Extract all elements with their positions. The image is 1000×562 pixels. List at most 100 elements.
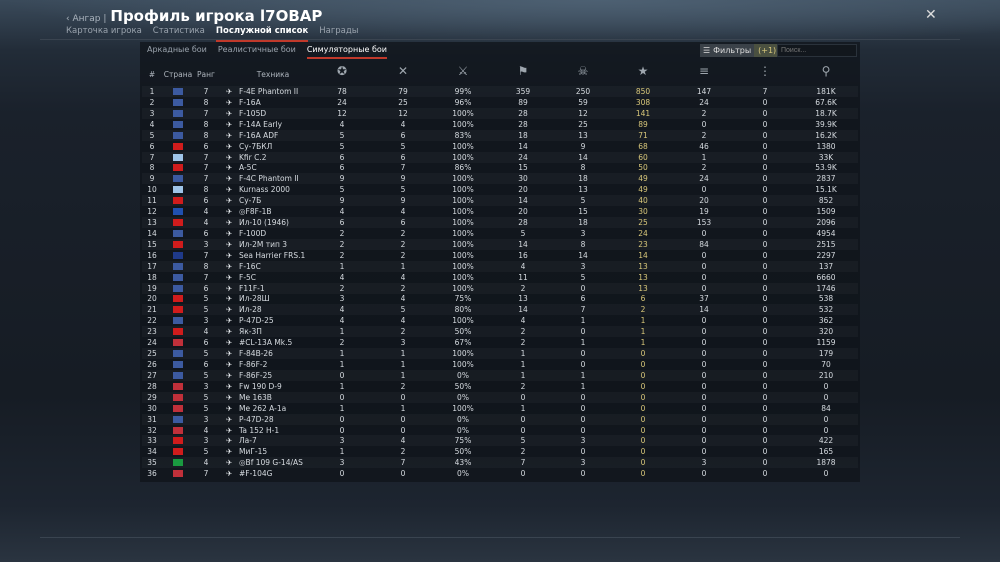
table-row[interactable]: 32 4 ✈ Ta 152 H-1 0 0 0% 0 0 0 0 0 0 xyxy=(142,425,858,436)
back-to-hangar-link[interactable]: ‹ Ангар | xyxy=(66,14,107,24)
table-row[interactable]: 29 5 ✈ Me 163B 0 0 0% 0 0 0 0 0 0 xyxy=(142,392,858,403)
table-row[interactable]: 18 7 ✈ F-5C 4 4 100% 11 5 13 0 0 6660 xyxy=(142,272,858,283)
stat-value: 2 xyxy=(400,239,406,249)
col-num[interactable]: # xyxy=(148,70,156,79)
table-row[interactable]: 36 7 ✈ #F-104G 0 0 0% 0 0 0 0 0 0 xyxy=(142,468,858,479)
stat-value: 0 xyxy=(640,349,646,359)
vehicle-name: Sea Harrier FRS.1 xyxy=(239,250,306,260)
aircraft-icon: ✈ xyxy=(226,87,233,96)
col-rank[interactable]: Ранг xyxy=(197,70,215,79)
table-row[interactable]: 13 4 ✈ Ил-10 (1946) 6 6 100% 28 18 25 153 0 2096 xyxy=(142,217,858,228)
rank: 8 xyxy=(203,119,209,129)
stat-value: 0 xyxy=(701,447,707,457)
stat-value: 0 xyxy=(580,425,586,435)
rank: 3 xyxy=(203,239,209,249)
table-row[interactable]: 14 6 ✈ F-100D 2 2 100% 5 3 24 0 0 4954 xyxy=(142,228,858,239)
table-row[interactable]: 17 8 ✈ F-16C 1 1 100% 4 3 13 0 0 137 xyxy=(142,261,858,272)
stat-value: 0 xyxy=(762,119,768,129)
stat-value: 2 xyxy=(520,338,526,348)
stat-value: 6660 xyxy=(816,272,836,282)
table-row[interactable]: 31 3 ✈ P-47D-28 0 0 0% 0 0 0 0 0 0 xyxy=(142,414,858,425)
table-row[interactable]: 2 8 ✈ F-16A 24 25 96% 89 59 308 24 0 67.6K xyxy=(142,97,858,108)
air-kills-stars-icon[interactable]: ★ xyxy=(637,64,649,78)
stat-value: 5 xyxy=(520,436,526,446)
table-row[interactable]: 10 8 ✈ Kurnass 2000 5 5 100% 20 13 49 0 0 15.1K xyxy=(142,184,858,195)
aircraft-icon: ✈ xyxy=(226,294,233,304)
stat-value: 0 xyxy=(701,261,707,271)
stat-value: 30 xyxy=(638,207,648,217)
col-vehicle[interactable]: Техника xyxy=(256,70,290,79)
respawns-icon[interactable]: ⚲ xyxy=(821,64,831,78)
table-row[interactable]: 27 5 ✈ F-86F-25 0 1 0% 1 1 0 0 0 210 xyxy=(142,370,858,381)
country-flag-germany xyxy=(173,393,183,401)
table-row[interactable]: 22 3 ✈ P-47D-25 4 4 100% 4 1 1 0 0 362 xyxy=(142,315,858,326)
tab-simulator[interactable]: Симуляторные бои xyxy=(306,45,387,59)
table-row[interactable]: 30 5 ✈ Me 262 A-1a 1 1 100% 1 0 0 0 0 84 xyxy=(142,403,858,414)
table-row[interactable]: 3 7 ✈ F-105D 12 12 100% 28 12 141 2 0 18.7K xyxy=(142,108,858,119)
stat-value: 3 xyxy=(580,261,586,271)
table-row[interactable]: 26 6 ✈ F-86F-2 1 1 100% 1 0 0 0 0 70 xyxy=(142,359,858,370)
table-row[interactable]: 35 4 ✈ ◎Bf 109 G-14/AS 3 7 43% 7 3 0 3 0 1878 xyxy=(142,457,858,468)
row-number: 6 xyxy=(149,141,155,151)
table-row[interactable]: 25 5 ✈ F-84B-26 1 1 100% 1 0 0 0 0 179 xyxy=(142,348,858,359)
stat-value: 83% xyxy=(454,130,472,140)
stat-value: 1 xyxy=(580,316,586,326)
table-row[interactable]: 34 5 ✈ МиГ-15 1 2 50% 2 0 0 0 0 165 xyxy=(142,446,858,457)
table-row[interactable]: 8 7 ✈ A-5C 6 7 86% 15 8 50 2 0 53.9K xyxy=(142,162,858,173)
col-country[interactable]: Страна xyxy=(163,70,193,79)
row-number: 32 xyxy=(147,425,157,435)
close-icon[interactable]: ✕ xyxy=(925,7,937,23)
table-row[interactable]: 19 6 ✈ F11F-1 2 2 100% 2 0 13 0 0 1746 xyxy=(142,283,858,294)
deaths-skull-icon[interactable]: ☠ xyxy=(577,64,589,78)
tab-awards[interactable]: Награды xyxy=(319,26,359,36)
stat-value: 2 xyxy=(400,283,406,293)
vehicle-name: #F-104G xyxy=(239,469,273,479)
stat-value: 100% xyxy=(452,119,474,129)
stat-value: 100% xyxy=(452,141,474,151)
table-row[interactable]: 1 7 ✈ F-4E Phantom II 78 79 99% 359 250 850 147 7 18… xyxy=(142,86,858,97)
aircraft-icon: ✈ xyxy=(226,108,233,118)
stat-value: 0 xyxy=(580,349,586,359)
tab-service-record[interactable]: Послужной список xyxy=(215,26,309,42)
table-row[interactable]: 15 3 ✈ Ил-2М тип 3 2 2 100% 14 8 23 84 0 2515 xyxy=(142,239,858,250)
row-number: 33 xyxy=(147,436,157,446)
filters-button[interactable]: ☰ Фильтры (+1) xyxy=(700,44,781,57)
missions-flag-icon[interactable]: ⚑ xyxy=(517,64,529,78)
battles-crossed-swords-icon[interactable]: ✕ xyxy=(397,64,409,78)
stat-value: 0 xyxy=(580,360,586,369)
tab-player-card[interactable]: Карточка игрока xyxy=(66,26,142,36)
stat-value: 2297 xyxy=(816,250,836,260)
table-row[interactable]: 23 4 ✈ Як-3П 1 2 50% 2 0 1 0 0 320 xyxy=(142,326,858,337)
naval-kills-icon[interactable]: ⋮ xyxy=(759,64,771,78)
search-input[interactable] xyxy=(777,44,857,57)
tab-realistic[interactable]: Реалистичные бои xyxy=(217,45,296,54)
table-row[interactable]: 6 6 ✈ Су-7БКЛ 5 5 100% 14 9 68 46 0 1380 xyxy=(142,141,858,152)
stat-value: 0 xyxy=(640,425,646,435)
stat-value: 4 xyxy=(520,261,526,271)
background-mountains xyxy=(0,0,1000,45)
rank-star-icon[interactable]: ✪ xyxy=(336,64,348,78)
rank: 7 xyxy=(203,250,209,260)
ground-kills-icon[interactable]: ≡ xyxy=(698,64,710,78)
victories-icon[interactable]: ⚔ xyxy=(457,64,469,78)
stat-value: 18 xyxy=(578,218,588,228)
table-row[interactable]: 5 8 ✈ F-16A ADF 5 6 83% 18 13 71 2 0 16.2K xyxy=(142,130,858,141)
tab-arcade[interactable]: Аркадные бои xyxy=(147,45,207,54)
table-row[interactable]: 33 3 ✈ Ла-7 3 4 75% 5 3 0 0 0 422 xyxy=(142,435,858,446)
table-row[interactable]: 12 4 ✈ ◎F8F-1B 4 4 100% 20 15 30 19 0 1509 xyxy=(142,206,858,217)
stat-value: 13 xyxy=(638,283,648,293)
table-row[interactable]: 28 3 ✈ Fw 190 D-9 1 2 50% 2 1 0 0 0 0 xyxy=(142,381,858,392)
table-row[interactable]: 21 5 ✈ Ил-28 4 5 80% 14 7 2 14 0 532 xyxy=(142,304,858,315)
table-row[interactable]: 7 7 ✈ Kfir C.2 6 6 100% 24 14 60 1 0 33K xyxy=(142,152,858,163)
table-row[interactable]: 24 6 ✈ #CL-13A Mk.5 2 3 67% 2 1 1 0 0 1159 xyxy=(142,337,858,348)
table-row[interactable]: 16 7 ✈ Sea Harrier FRS.1 2 2 100% 16 14 14 0 0 2297 xyxy=(142,250,858,261)
stat-value: 33K xyxy=(818,152,834,162)
table-row[interactable]: 9 7 ✈ F-4C Phantom II 9 9 100% 30 18 49 24 0 2837 xyxy=(142,173,858,184)
tab-statistics[interactable]: Статистика xyxy=(152,26,205,36)
table-row[interactable]: 4 8 ✈ F-14A Early 4 4 100% 28 25 89 0 0 39.9K xyxy=(142,119,858,130)
rank: 5 xyxy=(203,305,209,315)
rank: 3 xyxy=(203,316,209,326)
table-row[interactable]: 20 5 ✈ Ил-28Ш 3 4 75% 13 6 6 37 0 538 xyxy=(142,293,858,304)
stat-value: 4 xyxy=(339,272,345,282)
table-row[interactable]: 11 6 ✈ Су-7Б 9 9 100% 14 5 40 20 0 852 xyxy=(142,195,858,206)
